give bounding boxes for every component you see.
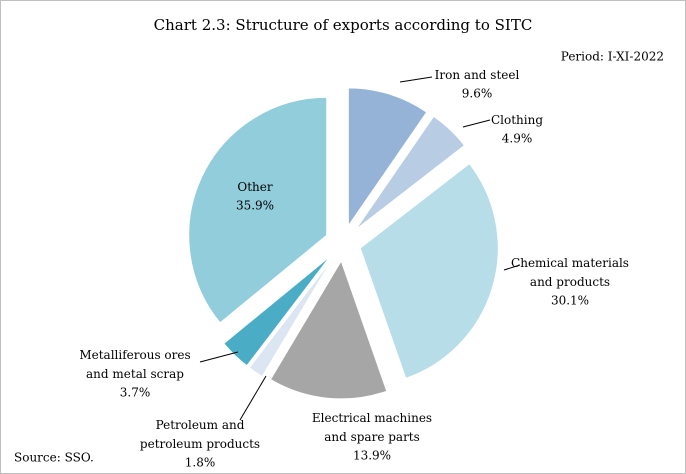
slice-label: Electrical machines and spare parts [312,411,432,444]
leader-line [399,76,433,83]
slice-label: Iron and steel [435,68,520,82]
slice-label: Chemical materials and products [511,256,629,289]
value-label: 1.8% [185,456,216,470]
pie-slice [359,162,499,380]
pie-slice [269,259,388,400]
pie-slice [188,96,328,324]
value-label: 30.1% [551,294,589,308]
slice-label: Metalliferous ores and metal scrap [79,348,190,381]
leader-line [503,264,521,271]
pie-slice [248,257,334,378]
pie-slice [347,87,428,228]
slice-label: Clothing [491,113,543,127]
value-label: 13.9% [353,449,391,463]
value-label: 35.9% [236,199,274,213]
source: Source: SSO. [14,451,94,465]
pie-slice [223,255,331,367]
leader-line [199,351,239,363]
pie-slice [354,115,466,231]
value-label: 9.6% [462,87,493,101]
slice-label: Petroleum and petroleum products [140,418,260,451]
value-label: 4.9% [502,132,533,146]
leader-line [462,119,491,128]
value-label: 3.7% [120,386,151,400]
chart-title: Chart 2.3: Structure of exports accordin… [154,16,533,34]
leader-line [239,375,267,421]
subtitle: Period: I-XI-2022 [561,50,664,64]
slice-label: Other [237,180,272,194]
